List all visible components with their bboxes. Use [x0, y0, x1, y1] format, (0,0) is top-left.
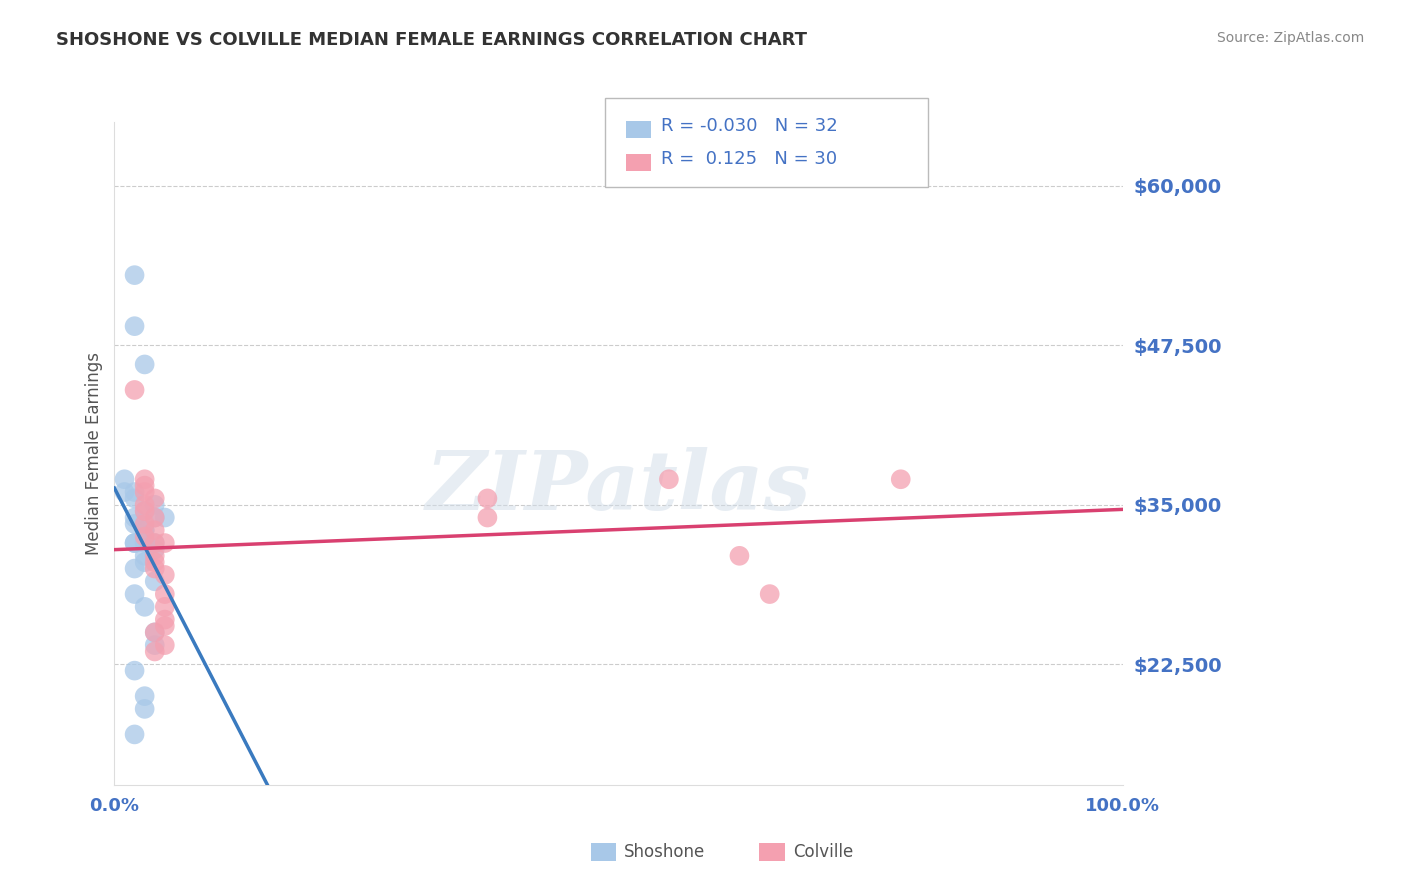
Point [124, 383, 146, 397]
Point [143, 491, 166, 506]
Point [134, 549, 156, 563]
Point [143, 542, 166, 557]
Text: Colville: Colville [793, 843, 853, 861]
Point [134, 599, 156, 614]
Point [124, 510, 146, 524]
Point [134, 516, 156, 531]
Point [134, 523, 156, 537]
Point [153, 568, 176, 582]
Point [143, 644, 166, 658]
Point [134, 358, 156, 372]
Point [758, 587, 780, 601]
Point [124, 561, 146, 575]
Point [134, 530, 156, 544]
Point [153, 613, 176, 627]
Point [153, 587, 176, 601]
Point [134, 504, 156, 518]
Point [124, 485, 146, 500]
Text: ZIPatlas: ZIPatlas [426, 447, 811, 527]
Point [114, 485, 136, 500]
Point [143, 574, 166, 589]
Point [143, 549, 166, 563]
Point [124, 587, 146, 601]
Point [153, 638, 176, 652]
Point [124, 516, 146, 531]
Point [143, 536, 166, 550]
Point [134, 485, 156, 500]
Point [143, 638, 166, 652]
Point [124, 536, 146, 550]
Point [124, 664, 146, 678]
Point [153, 599, 176, 614]
Text: SHOSHONE VS COLVILLE MEDIAN FEMALE EARNINGS CORRELATION CHART: SHOSHONE VS COLVILLE MEDIAN FEMALE EARNI… [56, 31, 807, 49]
Point [124, 491, 146, 506]
Point [134, 555, 156, 569]
Point [134, 498, 156, 512]
Point [153, 619, 176, 633]
Point [124, 727, 146, 741]
Point [143, 625, 166, 640]
Point [134, 504, 156, 518]
Point [728, 549, 751, 563]
Text: Shoshone: Shoshone [624, 843, 706, 861]
Point [658, 472, 681, 486]
Point [143, 625, 166, 640]
Point [134, 689, 156, 703]
Point [153, 510, 176, 524]
Point [143, 510, 166, 524]
Point [124, 268, 146, 282]
Point [143, 536, 166, 550]
Point [143, 523, 166, 537]
Y-axis label: Median Female Earnings: Median Female Earnings [86, 352, 103, 555]
Text: R =  0.125   N = 30: R = 0.125 N = 30 [661, 150, 837, 168]
Point [143, 510, 166, 524]
Point [890, 472, 912, 486]
Point [143, 561, 166, 575]
Text: R = -0.030   N = 32: R = -0.030 N = 32 [661, 117, 838, 135]
Point [134, 536, 156, 550]
Point [153, 536, 176, 550]
Point [124, 319, 146, 334]
Point [134, 523, 156, 537]
Point [143, 498, 166, 512]
Point [477, 491, 499, 506]
Point [134, 702, 156, 716]
Point [143, 555, 166, 569]
Point [134, 472, 156, 486]
Point [134, 478, 156, 492]
Text: Source: ZipAtlas.com: Source: ZipAtlas.com [1216, 31, 1364, 45]
Point [114, 472, 136, 486]
Point [124, 536, 146, 550]
Point [477, 510, 499, 524]
